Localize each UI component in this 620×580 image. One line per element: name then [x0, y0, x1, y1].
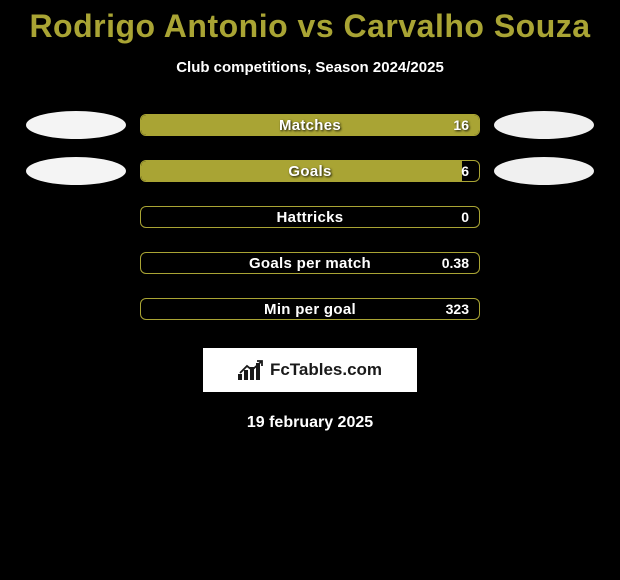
- logo-box: FcTables.com: [203, 348, 417, 392]
- stat-row: Min per goal323: [0, 298, 620, 320]
- stat-row: Goals per match0.38: [0, 252, 620, 274]
- page-title: Rodrigo Antonio vs Carvalho Souza: [0, 8, 620, 45]
- stat-value: 0: [461, 207, 469, 227]
- left-ellipse-placeholder: [26, 203, 126, 231]
- right-ellipse-placeholder: [494, 203, 594, 231]
- left-ellipse: [26, 111, 126, 139]
- right-ellipse: [494, 157, 594, 185]
- stat-bar: Goals per match0.38: [140, 252, 480, 274]
- left-ellipse: [26, 157, 126, 185]
- date-text: 19 february 2025: [0, 414, 620, 432]
- stat-label: Goals: [141, 161, 479, 181]
- left-ellipse-placeholder: [26, 249, 126, 277]
- stat-label: Hattricks: [141, 207, 479, 227]
- stat-value: 0.38: [442, 253, 469, 273]
- stat-row: Goals6: [0, 160, 620, 182]
- stat-bar: Matches16: [140, 114, 480, 136]
- comparison-infographic: Rodrigo Antonio vs Carvalho Souza Club c…: [0, 0, 620, 432]
- stat-bar: Hattricks0: [140, 206, 480, 228]
- stat-value: 6: [461, 161, 469, 181]
- right-ellipse-placeholder: [494, 295, 594, 323]
- stat-bar: Min per goal323: [140, 298, 480, 320]
- stat-value: 16: [453, 115, 469, 135]
- stat-bar: Goals6: [140, 160, 480, 182]
- stat-label: Goals per match: [141, 253, 479, 273]
- subtitle: Club competitions, Season 2024/2025: [0, 59, 620, 76]
- left-ellipse-placeholder: [26, 295, 126, 323]
- stat-label: Matches: [141, 115, 479, 135]
- stat-row: Matches16: [0, 114, 620, 136]
- right-ellipse-placeholder: [494, 249, 594, 277]
- right-ellipse: [494, 111, 594, 139]
- stat-rows: Matches16 Goals6 Hattricks0 Goals per match…: [0, 114, 620, 320]
- chart-icon: [238, 360, 264, 380]
- stat-row: Hattricks0: [0, 206, 620, 228]
- logo-text: FcTables.com: [270, 360, 382, 380]
- stat-label: Min per goal: [141, 299, 479, 319]
- stat-value: 323: [446, 299, 469, 319]
